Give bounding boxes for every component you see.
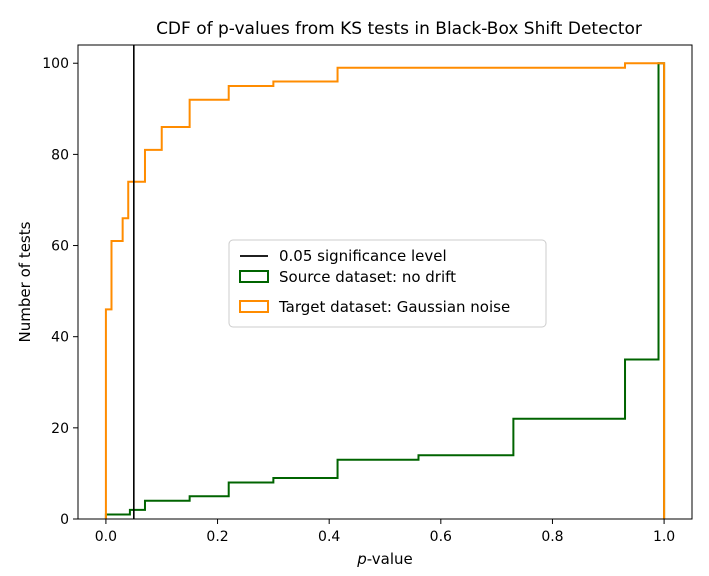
- y-tick-label: 20: [51, 421, 69, 437]
- y-tick-label: 60: [51, 239, 69, 255]
- plot-border: [77, 44, 693, 520]
- y-tick-label: 40: [51, 330, 69, 346]
- legend-target-swatch: [239, 300, 269, 313]
- x-tick-label: 0.0: [95, 529, 117, 545]
- y-axis-label: Number of tests: [16, 221, 34, 342]
- y-tick-label: 100: [42, 56, 69, 72]
- y-tick-label: 0: [60, 512, 69, 528]
- series-line-source: [104, 62, 666, 519]
- legend-box: [228, 239, 547, 328]
- chart-title: CDF of p-values from KS tests in Black-B…: [156, 19, 642, 39]
- legend-source-label: Source dataset: no drift: [279, 268, 456, 286]
- legend-target-label: Target dataset: Gaussian noise: [278, 298, 510, 316]
- x-tick-label: 0.2: [206, 529, 228, 545]
- x-tick-label: 0.4: [318, 529, 340, 545]
- x-axis: 0.0 0.2 0.4 0.6 0.8 1.0: [95, 519, 675, 545]
- x-tick-label: 1.0: [653, 529, 675, 545]
- series-layer: [104, 62, 666, 519]
- x-tick-label: 0.6: [430, 529, 452, 545]
- x-tick-label: 0.8: [541, 529, 563, 545]
- legend-source-swatch: [239, 270, 269, 283]
- x-axis-label: p-value: [356, 550, 413, 568]
- series-line-target: [104, 62, 666, 519]
- y-tick-label: 80: [51, 147, 69, 163]
- legend-significance-label: 0.05 significance level: [279, 247, 447, 265]
- y-axis: 0 20 40 60 80 100: [42, 56, 78, 528]
- legend: 0.05 significance level Source dataset: …: [228, 239, 547, 328]
